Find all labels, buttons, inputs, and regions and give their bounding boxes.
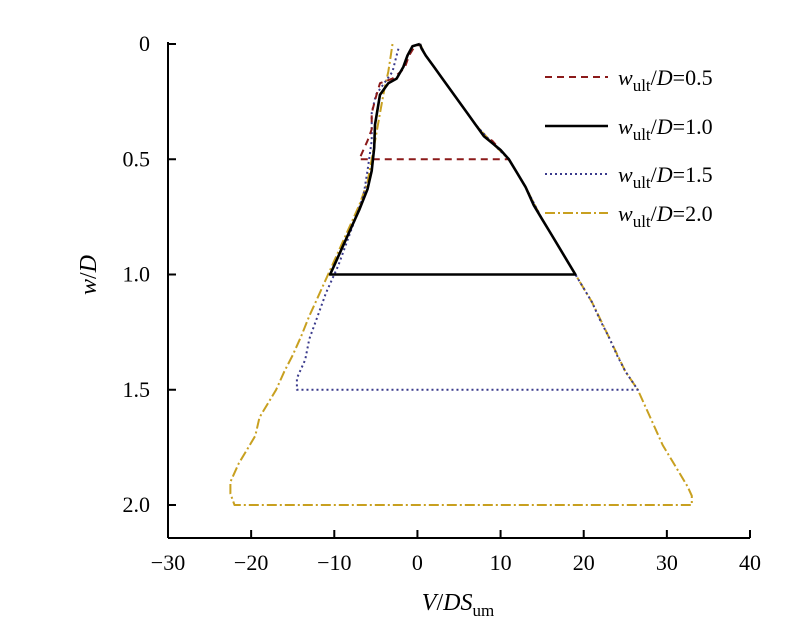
legend-label-d: D [656,114,673,139]
legend-label-value: =2.0 [673,201,713,226]
x-tick-label: −30 [151,550,185,575]
legend-label-value: =0.5 [673,65,713,90]
legend-label-sub: ult [633,173,651,192]
legend-label-sub: ult [633,125,651,144]
y-axis-label-sep: / [76,272,102,279]
x-tick-label: −10 [317,550,351,575]
series-line-2 [328,42,577,276]
legend-label-d: D [656,65,673,90]
legend-label-d: D [656,201,673,226]
x-axis-label-sep: / [436,590,443,616]
legend-label-w: w [618,162,633,187]
y-tick-label: 1.0 [123,262,151,287]
x-axis-label-sub: um [472,601,494,620]
x-tick-label: 0 [412,550,423,575]
y-tick-label: 0 [139,31,150,56]
series-line-3 [295,43,639,391]
legend-label-w: w [618,114,633,139]
legend-label-w: w [618,201,633,226]
legend-label-slash: / [651,201,658,226]
legend-label-sub: ult [633,76,651,95]
legend-label-value: =1.5 [673,162,713,187]
legend-label-value: =1.0 [673,114,713,139]
legend-label-slash: / [651,162,658,187]
legend-label-d: D [656,162,673,187]
legend-label-sub: ult [633,212,651,231]
y-tick-label: 2.0 [123,492,151,517]
x-axis-label: V/DSum [422,590,494,620]
x-ticks: −30 −20 −10 0 10 20 30 40 [151,530,761,575]
series-layer [229,42,693,506]
legend-label: wult/D=1.5 [618,162,713,192]
y-axis-label-d: D [76,255,102,273]
y-tick-label: 1.5 [123,377,151,402]
y-axis-label: w/D [76,255,102,295]
legend-label-slash: / [651,65,658,90]
y-axis-label-w: w [76,279,102,295]
series-line-1 [358,43,510,161]
y-ticks: 0 0.5 1.0 1.5 2.0 [123,31,176,517]
x-tick-label: 30 [656,550,678,575]
x-axis-label-v: V [422,590,439,616]
legend-label-w: w [618,65,633,90]
legend-label-slash: / [651,114,658,139]
x-tick-label: 10 [490,550,512,575]
legend-label: wult/D=1.0 [618,114,713,144]
x-tick-label: 20 [573,550,595,575]
x-axis-label-ds: DS [442,590,472,616]
y-tick-label: 0.5 [123,146,151,171]
legend-label: wult/D=2.0 [618,201,713,231]
axes [167,42,750,539]
x-tick-label: 40 [739,550,761,575]
legend-label: wult/D=0.5 [618,65,713,95]
x-tick-label: −20 [234,550,268,575]
